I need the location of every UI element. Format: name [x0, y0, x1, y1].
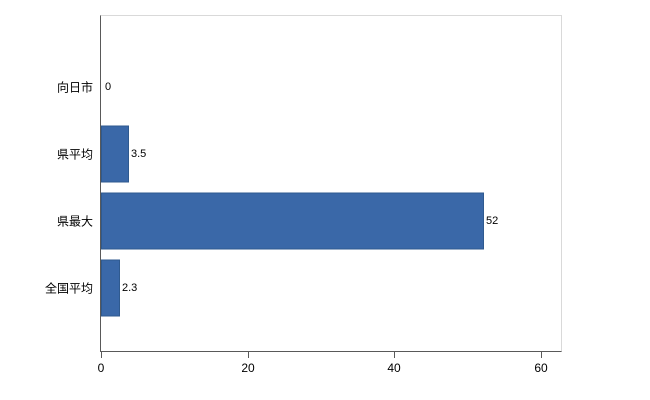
x-tick-mark: [394, 351, 395, 358]
x-tick-label: 20: [241, 361, 255, 375]
category-label: 向日市: [56, 80, 93, 94]
category-label: 全国平均: [44, 281, 93, 295]
bar-row: 向日市 0: [57, 53, 561, 120]
category-label: 県最大: [56, 214, 93, 228]
bar-row: 全国平均 2.3: [45, 254, 561, 321]
value-label: 52: [486, 214, 499, 227]
bar: [101, 125, 129, 182]
value-label: 0: [105, 80, 112, 93]
x-tick-mark: [541, 351, 542, 358]
bar-row: 県平均 3.5: [57, 120, 561, 187]
plot-area: 向日市 0 県平均 3.5 県最大 52 全国平均 2.3 0 20 40 60: [45, 15, 562, 375]
x-tick-mark: [101, 351, 102, 358]
value-label: 3.5: [131, 147, 147, 160]
x-tick-label: 0: [97, 361, 105, 375]
category-label: 県平均: [56, 147, 93, 161]
bar: [101, 192, 484, 249]
x-tick-mark: [248, 351, 249, 358]
value-label: 2.3: [122, 281, 138, 294]
x-tick-label: 60: [534, 361, 548, 375]
x-tick-label: 40: [387, 361, 401, 375]
bar: [101, 259, 120, 316]
bar-row: 県最大 52: [57, 187, 561, 254]
